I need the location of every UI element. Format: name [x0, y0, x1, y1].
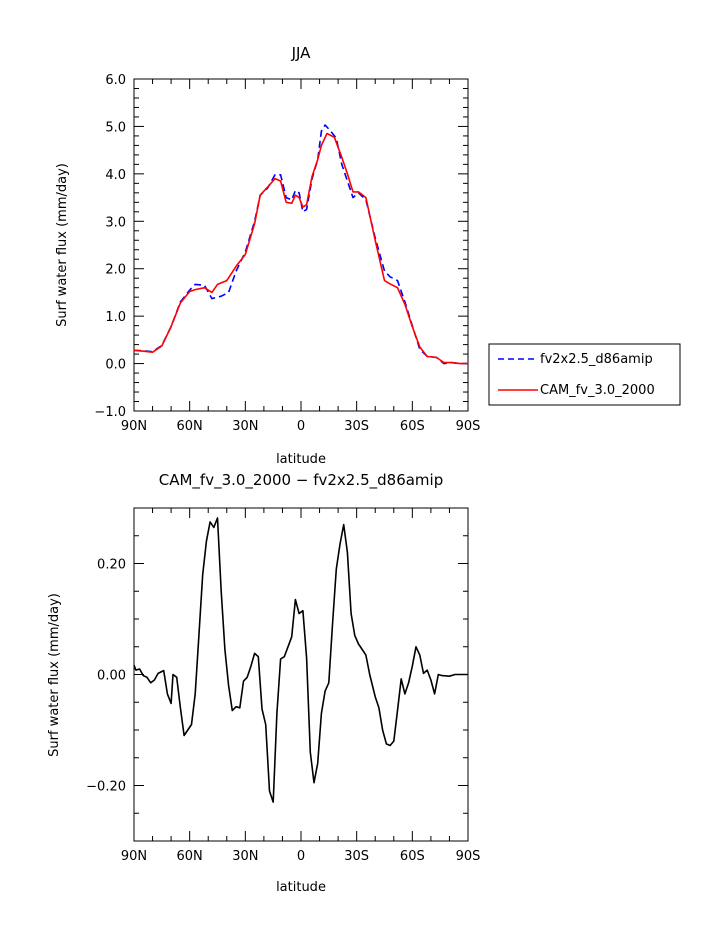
bottom-x-tick-label: 30N	[232, 849, 258, 864]
bottom-x-tick-label: 90N	[121, 849, 147, 864]
top-x-tick-label: 90N	[121, 419, 147, 434]
top-y-tick-label: 6.0	[105, 73, 126, 88]
top-y-axis-label: Surf water flux (mm/day)	[55, 163, 70, 327]
bottom-y-tick-label: −0.20	[86, 780, 126, 795]
bottom-x-tick-label: 30S	[344, 849, 369, 864]
bottom-y-tick-label: 0.20	[97, 558, 126, 573]
legend-label-cam-fv-3-0-2000: CAM_fv_3.0_2000	[540, 383, 655, 398]
top-plot-frame	[133, 78, 469, 412]
legend: fv2x2.5_d86amip CAM_fv_3.0_2000	[488, 343, 681, 406]
bottom-ticks: 90N 60N 30N 0 30S 60S 90S −0.20 0.00 0.20	[86, 507, 481, 864]
bottom-y-tick-label: 0.00	[97, 669, 126, 684]
top-x-tick-label: 30N	[232, 419, 258, 434]
top-x-axis-label: latitude	[276, 452, 326, 467]
top-x-tick-label: 60S	[400, 419, 425, 434]
top-panel: JJA 90N 60N 30N 0 30S 60S 90S −1.0 0.0 1.0 2.0 3.0 4…	[55, 44, 480, 467]
top-y-tick-label: 1.0	[105, 310, 126, 325]
bottom-panel: CAM_fv_3.0_2000 − fv2x2.5_d86amip 90N 60N…	[47, 471, 480, 895]
bottom-x-tick-label: 60N	[177, 849, 203, 864]
top-x-tick-label: 30S	[344, 419, 369, 434]
top-y-tick-label: 3.0	[105, 215, 126, 230]
bottom-series	[133, 517, 468, 803]
top-ticks: 90N 60N 30N 0 30S 60S 90S −1.0 0.0 1.0 2.0 3.0 4.0 5.…	[94, 73, 480, 434]
top-series-line-cam-fv-3-0-2000	[133, 132, 468, 365]
top-chart-title: JJA	[291, 44, 312, 62]
bottom-chart-title: CAM_fv_3.0_2000 − fv2x2.5_d86amip	[159, 471, 444, 490]
top-y-tick-label: −1.0	[94, 405, 126, 420]
legend-box	[488, 343, 681, 406]
top-x-tick-label: 60N	[177, 419, 203, 434]
bottom-series-line-difference	[133, 517, 468, 803]
bottom-x-tick-label: 0	[297, 849, 305, 864]
bottom-y-axis-label: Surf water flux (mm/day)	[47, 593, 62, 757]
top-y-tick-label: 5.0	[105, 120, 126, 135]
bottom-plot-frame	[133, 507, 469, 842]
top-y-tick-label: 0.0	[105, 358, 126, 373]
top-y-tick-label: 2.0	[105, 263, 126, 278]
top-x-tick-label: 90S	[456, 419, 481, 434]
bottom-x-tick-label: 90S	[456, 849, 481, 864]
top-series-line-fv2x2-5-d86amip	[133, 124, 468, 365]
top-x-tick-label: 0	[297, 419, 305, 434]
bottom-x-axis-label: latitude	[276, 880, 326, 895]
top-series	[133, 124, 468, 365]
bottom-x-tick-label: 60S	[400, 849, 425, 864]
top-y-tick-label: 4.0	[105, 168, 126, 183]
legend-label-fv2x2-5-d86amip: fv2x2.5_d86amip	[540, 352, 653, 367]
